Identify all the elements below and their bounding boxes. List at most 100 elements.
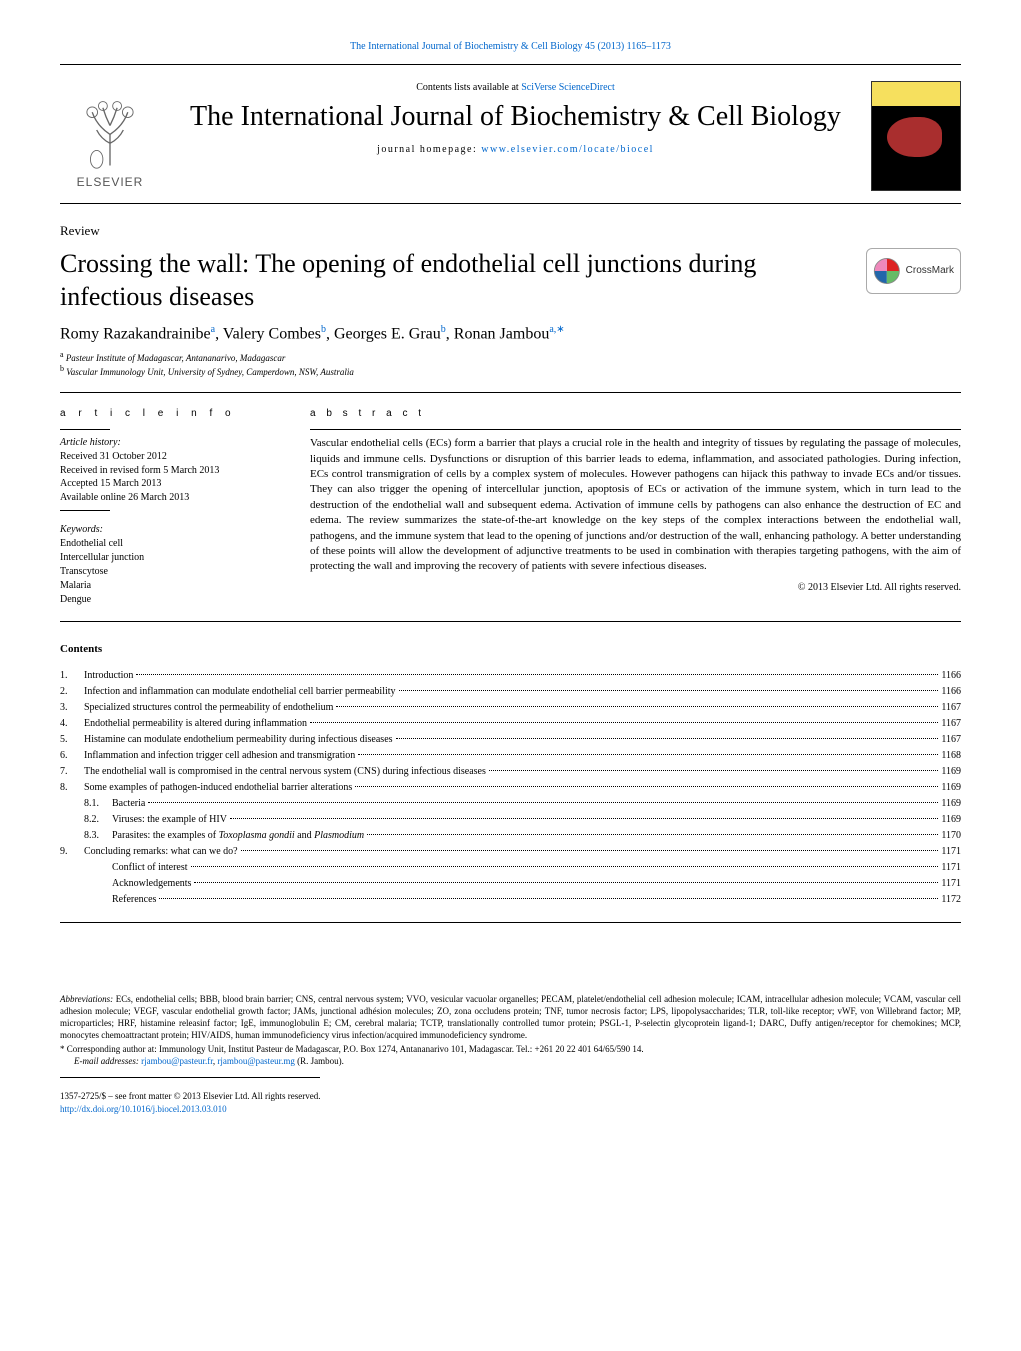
toc-page-number: 1168 — [941, 748, 961, 764]
article-info-heading: a r t i c l e i n f o — [60, 407, 280, 421]
toc-number: 8.1. — [84, 796, 112, 812]
keyword: Malaria — [60, 579, 280, 593]
toc-row[interactable]: 2. Infection and inflammation can modula… — [60, 684, 961, 700]
footnotes: Abbreviations: ECs, endothelial cells; B… — [60, 993, 961, 1068]
toc-page-number: 1169 — [941, 764, 961, 780]
toc-row[interactable]: Conflict of interest 1171 — [60, 860, 961, 876]
toc-page-number: 1171 — [941, 876, 961, 892]
toc-number: 6. — [60, 748, 84, 764]
toc-row[interactable]: 3. Specialized structures control the pe… — [60, 700, 961, 716]
toc-title: Conflict of interest — [112, 860, 188, 876]
affiliations: a Pasteur Institute of Madagascar, Antan… — [60, 350, 961, 378]
toc-row[interactable]: 8. Some examples of pathogen-induced end… — [60, 780, 961, 796]
crossmark-icon — [873, 257, 901, 285]
toc-row[interactable]: 6. Inflammation and infection trigger ce… — [60, 748, 961, 764]
history-line: Available online 26 March 2013 — [60, 491, 280, 505]
toc-row[interactable]: 1. Introduction 1166 — [60, 668, 961, 684]
author-email-link[interactable]: rjambou@pasteur.mg — [217, 1056, 295, 1066]
toc-number: 4. — [60, 716, 84, 732]
toc-title: Specialized structures control the perme… — [84, 700, 333, 716]
toc-number: 7. — [60, 764, 84, 780]
correspondence-text: * Corresponding author at: Immunology Un… — [60, 1044, 644, 1054]
toc-leader-dots — [310, 722, 938, 723]
abstract-text: Vascular endothelial cells (ECs) form a … — [310, 436, 961, 575]
abbreviations-label: Abbreviations: — [60, 994, 113, 1004]
keyword: Dengue — [60, 593, 280, 607]
masthead-center: Contents lists available at SciVerse Sci… — [160, 81, 871, 157]
author-email-link[interactable]: rjambou@pasteur.fr — [141, 1056, 213, 1066]
toc-row[interactable]: 7. The endothelial wall is compromised i… — [60, 764, 961, 780]
keywords-list: Endothelial cellIntercellular junctionTr… — [60, 537, 280, 607]
article-info-column: a r t i c l e i n f o Article history: R… — [60, 407, 280, 607]
journal-page: The International Journal of Biochemistr… — [0, 0, 1021, 1156]
toc-number: 3. — [60, 700, 84, 716]
toc-title: Concluding remarks: what can we do? — [84, 844, 238, 860]
doi-link[interactable]: http://dx.doi.org/10.1016/j.biocel.2013.… — [60, 1104, 227, 1114]
rule — [60, 621, 961, 622]
publisher-logo: ELSEVIER — [60, 81, 160, 191]
toc-row[interactable]: References 1172 — [60, 892, 961, 908]
abstract-heading: a b s t r a c t — [310, 407, 961, 421]
toc-title: Inflammation and infection trigger cell … — [84, 748, 355, 764]
article-type: Review — [60, 222, 961, 240]
toc-page-number: 1169 — [941, 780, 961, 796]
top-rule — [60, 64, 961, 65]
toc-page-number: 1170 — [941, 828, 961, 844]
homepage-prefix: journal homepage: — [377, 144, 481, 155]
toc-leader-dots — [148, 802, 938, 803]
toc-number: 2. — [60, 684, 84, 700]
toc-row[interactable]: 8.1. Bacteria 1169 — [60, 796, 961, 812]
toc-title: Viruses: the example of HIV — [112, 812, 227, 828]
abstract-column: a b s t r a c t Vascular endothelial cel… — [310, 407, 961, 607]
toc-leader-dots — [367, 834, 938, 835]
front-matter: 1357-2725/$ – see front matter © 2013 El… — [60, 1090, 961, 1115]
keywords-label: Keywords: — [60, 523, 280, 537]
toc-page-number: 1166 — [941, 668, 961, 684]
info-abstract-row: a r t i c l e i n f o Article history: R… — [60, 407, 961, 607]
toc-number: 8.3. — [84, 828, 112, 844]
toc-number: 1. — [60, 668, 84, 684]
crossmark-label: CrossMark — [906, 264, 954, 278]
email-suffix: (R. Jambou). — [295, 1056, 344, 1066]
toc-row[interactable]: 8.3. Parasites: the examples of Toxoplas… — [60, 828, 961, 844]
toc-leader-dots — [194, 882, 938, 883]
toc-number: 8. — [60, 780, 84, 796]
history-label: Article history: — [60, 436, 280, 450]
running-head-link[interactable]: The International Journal of Biochemistr… — [60, 40, 961, 54]
journal-homepage-line: journal homepage: www.elsevier.com/locat… — [172, 143, 859, 157]
email-label: E-mail addresses: — [74, 1056, 139, 1066]
rule — [60, 392, 961, 393]
toc-row[interactable]: 9. Concluding remarks: what can we do? 1… — [60, 844, 961, 860]
journal-cover-thumbnail — [871, 81, 961, 191]
corresponding-author: * Corresponding author at: Immunology Un… — [60, 1043, 961, 1055]
toc-number: 5. — [60, 732, 84, 748]
abbreviations-block: Abbreviations: ECs, endothelial cells; B… — [60, 993, 961, 1042]
crossmark-badge[interactable]: CrossMark — [866, 248, 961, 294]
keyword: Intercellular junction — [60, 551, 280, 565]
toc-page-number: 1169 — [941, 796, 961, 812]
article-history: Received 31 October 2012Received in revi… — [60, 450, 280, 504]
masthead: ELSEVIER Contents lists available at Sci… — [60, 73, 961, 204]
toc-row[interactable]: Acknowledgements 1171 — [60, 876, 961, 892]
toc-page-number: 1171 — [941, 860, 961, 876]
toc-page-number: 1167 — [941, 716, 961, 732]
toc-row[interactable]: 8.2. Viruses: the example of HIV 1169 — [60, 812, 961, 828]
toc-leader-dots — [489, 770, 939, 771]
toc-page-number: 1172 — [941, 892, 961, 908]
toc-title: Histamine can modulate endothelium perme… — [84, 732, 393, 748]
toc-row[interactable]: 5. Histamine can modulate endothelium pe… — [60, 732, 961, 748]
toc-leader-dots — [336, 706, 938, 707]
toc-page-number: 1167 — [941, 700, 961, 716]
toc-number: 8.2. — [84, 812, 112, 828]
toc-row[interactable]: 4. Endothelial permeability is altered d… — [60, 716, 961, 732]
article-title: Crossing the wall: The opening of endoth… — [60, 248, 846, 313]
contents-prefix: Contents lists available at — [416, 82, 521, 93]
publisher-name: ELSEVIER — [77, 174, 144, 191]
toc-title: Bacteria — [112, 796, 145, 812]
table-of-contents: 1. Introduction 1166 2. Infection and in… — [60, 668, 961, 908]
toc-leader-dots — [191, 866, 939, 867]
footnote-rule — [60, 1077, 320, 1078]
sciencedirect-link[interactable]: SciVerse ScienceDirect — [521, 82, 615, 93]
issn-line: 1357-2725/$ – see front matter © 2013 El… — [60, 1090, 961, 1103]
journal-homepage-link[interactable]: www.elsevier.com/locate/biocel — [481, 144, 654, 155]
